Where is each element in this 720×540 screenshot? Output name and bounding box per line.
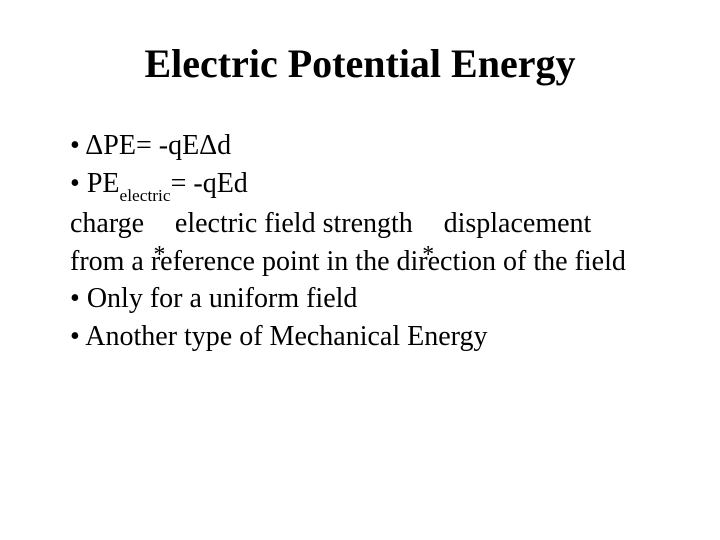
definition-line: charge electric field strength displacem…: [70, 205, 650, 281]
bullet-marker: •: [70, 321, 85, 352]
formula-text: ΔPE= -q: [85, 130, 182, 161]
definition-text: charge: [70, 208, 151, 239]
formula-text: PE: [87, 168, 120, 199]
bullet-text: Only for a uniform field: [87, 283, 358, 314]
formula-text: = -q: [171, 168, 217, 199]
bullet-4: • Another type of Mechanical Energy: [70, 318, 650, 356]
subscript-text: electric: [120, 186, 171, 205]
slide: { "title": { "text": "Electric Potential…: [0, 0, 720, 540]
formula-text: EΔd: [182, 130, 231, 161]
definition-text: electric field strength: [168, 208, 420, 239]
slide-title: Electric Potential Energy: [70, 40, 650, 87]
bullet-marker: •: [70, 283, 87, 314]
bullet-marker: •: [70, 168, 87, 199]
formula-text: Ed: [217, 168, 248, 199]
bullet-3: • Only for a uniform field: [70, 280, 650, 318]
slide-body: • ΔPE= -qEΔd • PEelectric= -qEd charge e…: [70, 127, 650, 356]
bullet-2: • PEelectric= -qEd: [70, 165, 650, 205]
bullet-marker: •: [70, 130, 85, 161]
bullet-text: Another type of Mechanical Energy: [85, 321, 487, 352]
bullet-1: • ΔPE= -qEΔd: [70, 127, 650, 165]
